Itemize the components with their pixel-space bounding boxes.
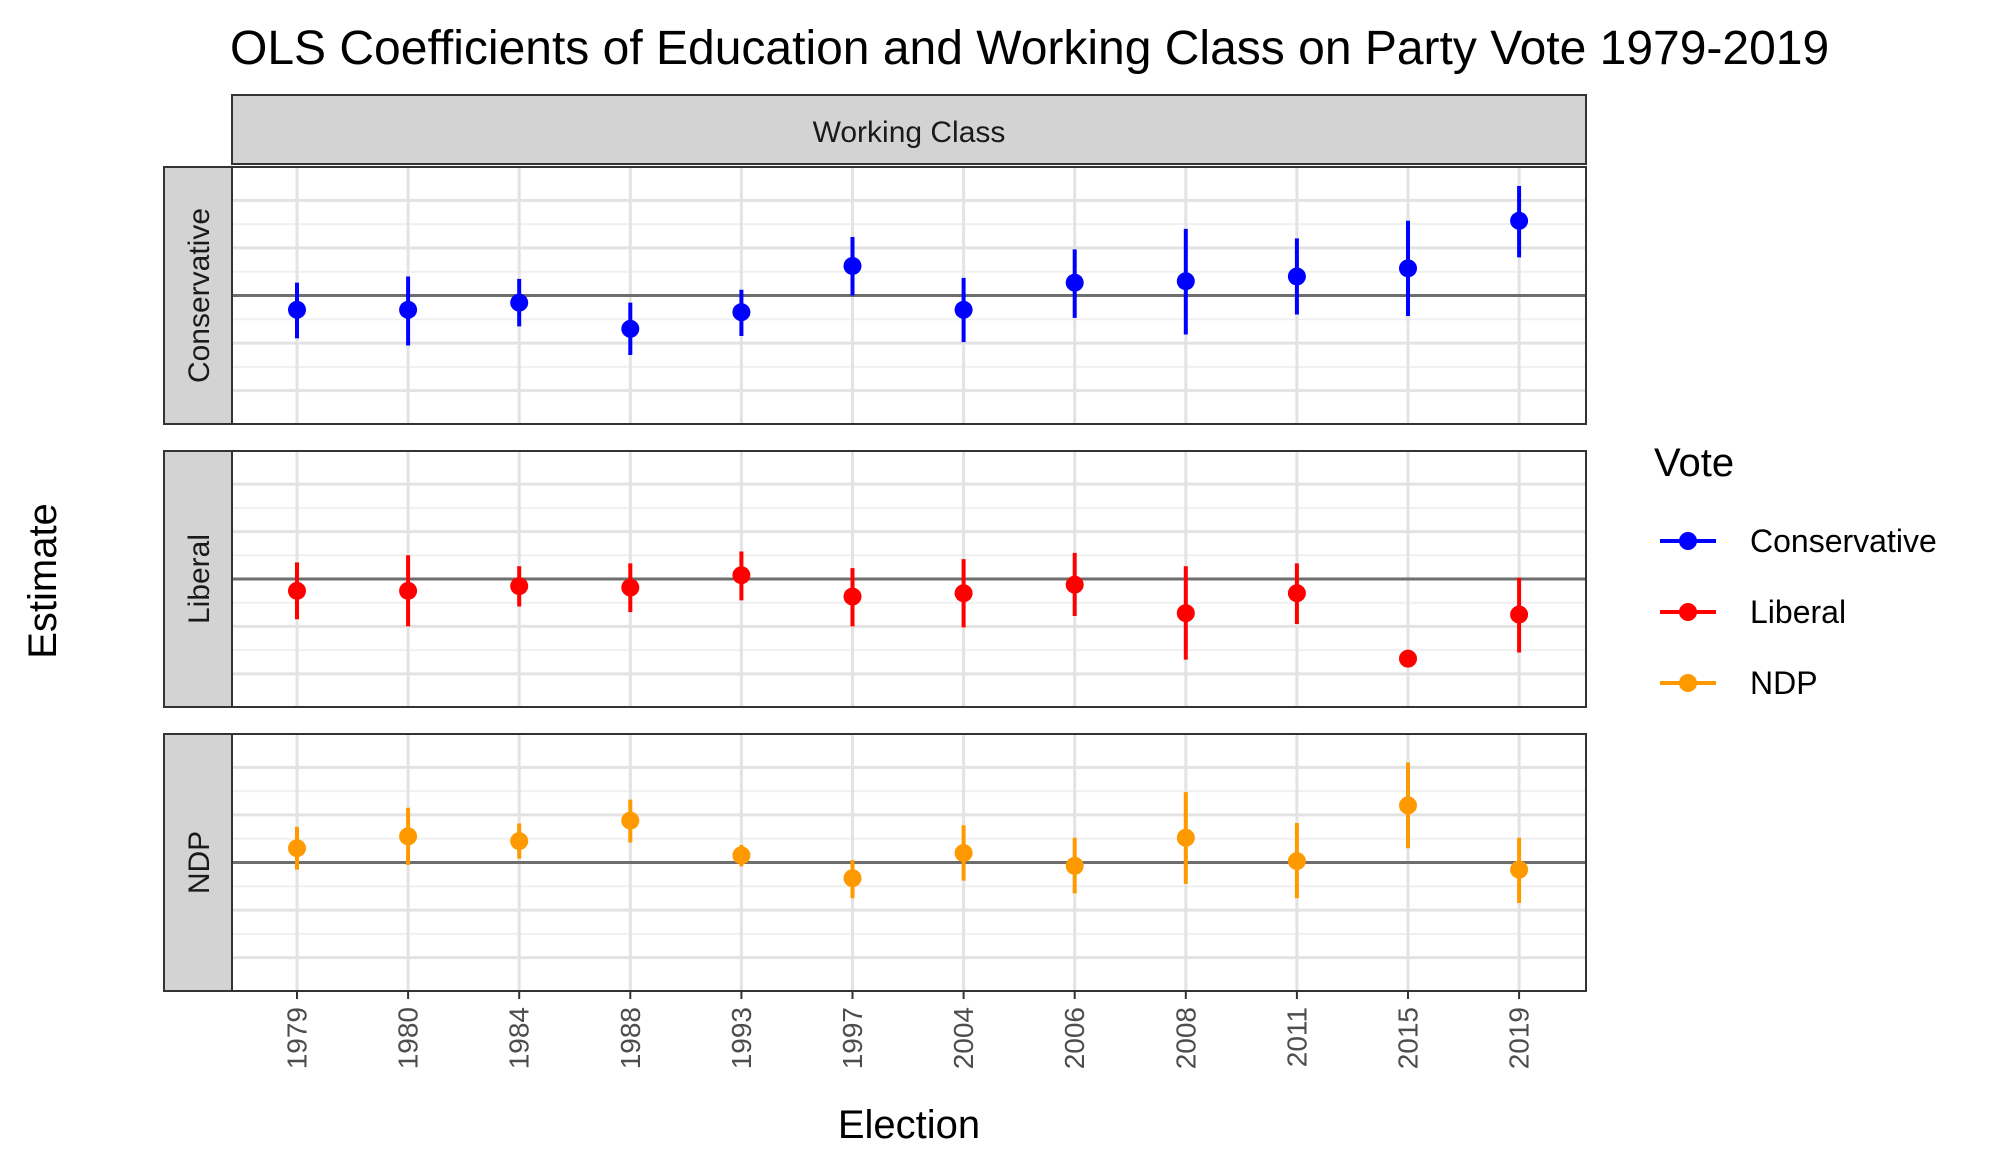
data-point [399, 827, 418, 846]
x-tick-label: 1988 [615, 1007, 646, 1069]
y-axis-title: Estimate [21, 503, 65, 659]
data-point [1065, 856, 1084, 875]
row-strip-label: NDP [183, 831, 216, 894]
data-point [1065, 575, 1084, 594]
facet-panels: -0.2-0.10.00.10.2Conservative-0.2-0.10.0… [163, 166, 1587, 992]
row-strip [163, 166, 233, 425]
row-strip-label: Conservative [183, 208, 216, 383]
x-tick-label: 1997 [837, 1007, 868, 1069]
data-point [843, 256, 862, 275]
data-point [843, 587, 862, 606]
data-point [288, 300, 306, 319]
x-tick-label: 2015 [1393, 1007, 1424, 1069]
x-tick-label: 1993 [726, 1007, 757, 1069]
data-point [1287, 584, 1306, 603]
data-point [1287, 852, 1306, 871]
column-strip-label: Working Class [813, 116, 1006, 149]
data-point [1065, 273, 1084, 292]
data-point [621, 811, 640, 830]
data-point [1176, 604, 1195, 623]
x-tick-label: 2008 [1170, 1007, 1201, 1069]
data-point [1399, 259, 1417, 278]
facet-panel-ndp: -0.2-0.10.00.10.2NDP [163, 733, 1587, 992]
x-tick-label: 1980 [393, 1007, 424, 1069]
legend-item-conservative: Conservative [1660, 523, 1937, 559]
x-axis-title: Election [838, 1103, 980, 1147]
legend-label: Conservative [1750, 523, 1937, 559]
legend-key-point [1679, 674, 1697, 692]
facet-panel-conservative: -0.2-0.10.00.10.2Conservative [163, 166, 1587, 425]
row-strip [163, 733, 233, 992]
x-axis: 1979 1980 1984 1988 1993 1997 2004 2006 2008 2011… [282, 991, 1535, 1069]
data-point [843, 869, 862, 888]
data-point [621, 319, 640, 338]
data-point [1176, 272, 1195, 291]
data-point [510, 293, 529, 312]
data-point [1176, 828, 1195, 847]
row-strip [163, 450, 233, 708]
data-point [1510, 860, 1529, 879]
data-point [399, 300, 418, 319]
legend-item-liberal: Liberal [1660, 594, 1846, 630]
data-point [621, 578, 640, 597]
column-strip [231, 94, 1587, 165]
data-point [954, 300, 973, 319]
data-point [288, 581, 306, 600]
data-point [732, 846, 751, 865]
data-point [510, 577, 529, 596]
data-point [954, 843, 973, 862]
legend-item-ndp: NDP [1660, 665, 1818, 701]
legend-key-point [1679, 603, 1697, 621]
data-point [1399, 649, 1417, 668]
x-tick-label: 1984 [504, 1007, 535, 1069]
legend-label: Liberal [1750, 594, 1846, 630]
data-point [1287, 267, 1306, 286]
legend-label: NDP [1750, 665, 1818, 701]
x-tick-label: 2011 [1281, 1007, 1312, 1067]
data-point [288, 839, 306, 858]
data-point [732, 303, 751, 322]
legend: Vote Conservative Liberal NDP [1654, 441, 1937, 701]
legend-title: Vote [1654, 441, 1734, 485]
chart-title: OLS Coefficients of Education and Workin… [230, 22, 1829, 75]
data-point [1510, 605, 1529, 624]
x-tick-label: 2019 [1504, 1007, 1535, 1069]
data-point [510, 832, 529, 851]
facet-panel-liberal: -0.2-0.10.00.10.2Liberal [163, 450, 1587, 708]
data-point [399, 581, 418, 600]
data-point [1510, 211, 1529, 230]
row-strip-label: Liberal [183, 534, 216, 624]
x-tick-label: 2006 [1059, 1007, 1090, 1069]
data-point [1399, 796, 1417, 815]
data-point [732, 566, 751, 585]
data-point [954, 584, 973, 603]
legend-key-point [1679, 532, 1697, 550]
x-tick-label: 1979 [282, 1007, 313, 1069]
x-tick-label: 2004 [948, 1007, 979, 1069]
